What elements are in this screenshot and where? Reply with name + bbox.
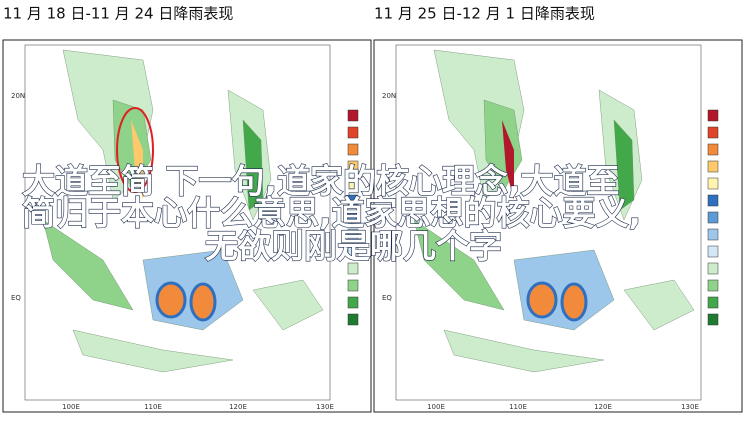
panel-title: 11 月 18 日-11 月 24 日降雨表现 xyxy=(3,5,233,23)
lon-label: 110E xyxy=(144,403,162,411)
lat-label: EQ xyxy=(382,294,392,302)
rain-strip xyxy=(502,120,514,200)
legend-swatch xyxy=(347,228,359,241)
legend-swatch xyxy=(347,313,359,326)
land-shape xyxy=(623,279,695,331)
lon-label: 100E xyxy=(62,403,80,411)
land-shape xyxy=(252,279,324,331)
map-panel: 11 月 25 日-12 月 1 日降雨表现 20N EQ 100E 110E 120E 1… xyxy=(373,5,743,413)
legend-swatch xyxy=(707,143,719,156)
land-shape xyxy=(42,219,134,311)
lon-label: 130E xyxy=(681,403,699,411)
legend-swatch xyxy=(347,177,359,190)
overlay-text: 大道至简 下一句,道家的核心理念,大道至 xyxy=(22,162,620,201)
legend-swatch xyxy=(707,126,719,139)
lon-label: 100E xyxy=(427,403,445,411)
lon-label: 130E xyxy=(316,403,334,411)
legend-swatch xyxy=(347,143,359,156)
legend-swatch xyxy=(707,279,719,292)
land-shape xyxy=(413,219,505,311)
legend-swatch xyxy=(347,279,359,292)
legend-swatch xyxy=(347,109,359,122)
legend-swatch xyxy=(707,160,719,173)
legend-swatch xyxy=(707,177,719,190)
legend-swatch xyxy=(707,313,719,326)
legend-swatch xyxy=(707,296,719,309)
lon-label: 120E xyxy=(229,403,247,411)
land-shape xyxy=(242,119,264,211)
legend-swatch xyxy=(347,211,359,224)
rain-blob xyxy=(526,281,558,319)
overlay-text: 无欲则刚是哪几个字 xyxy=(205,227,502,266)
lon-label: 110E xyxy=(509,403,527,411)
rain-strip xyxy=(131,120,143,200)
legend-swatch xyxy=(347,126,359,139)
lat-label: 20N xyxy=(11,92,25,100)
legend-swatch xyxy=(347,262,359,275)
legend-swatch xyxy=(347,194,359,207)
legend-swatch xyxy=(347,245,359,258)
land-shape xyxy=(613,119,635,211)
legend-swatch xyxy=(707,262,719,275)
rain-blob xyxy=(155,281,187,319)
overlay-text: 简归于本心什么意思,道家思想的核心要义, xyxy=(22,194,641,233)
panel-title: 11 月 25 日-12 月 1 日降雨表现 xyxy=(374,5,595,23)
legend-swatch xyxy=(707,194,719,207)
legend-swatch xyxy=(707,211,719,224)
rain-blob xyxy=(189,282,217,322)
lat-label: 20N xyxy=(382,92,396,100)
highlight-circle xyxy=(116,107,154,193)
legend-swatch xyxy=(347,160,359,173)
lon-label: 120E xyxy=(594,403,612,411)
map-area xyxy=(395,44,702,401)
legend-swatch xyxy=(347,296,359,309)
lat-label: EQ xyxy=(11,294,21,302)
land-shape xyxy=(443,329,605,373)
land-shape xyxy=(72,329,234,373)
legend-swatch xyxy=(707,109,719,122)
map-panel: 11 月 18 日-11 月 24 日降雨表现 20N EQ 100E 110E 120E… xyxy=(2,5,372,413)
legend-swatch xyxy=(707,245,719,258)
rain-blob xyxy=(560,282,588,322)
legend-swatch xyxy=(707,228,719,241)
